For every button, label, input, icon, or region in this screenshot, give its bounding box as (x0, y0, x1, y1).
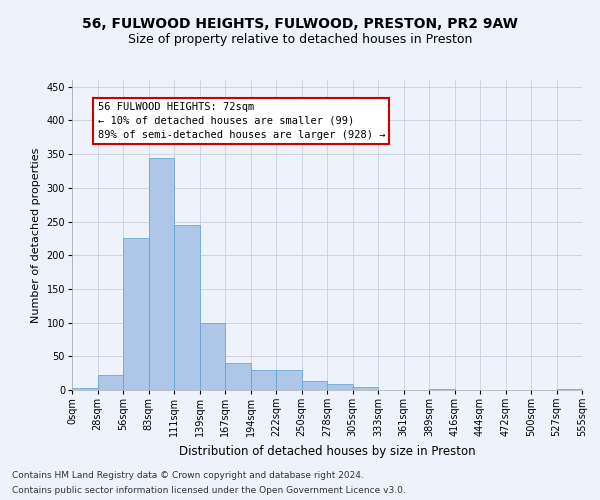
Text: 56, FULWOOD HEIGHTS, FULWOOD, PRESTON, PR2 9AW: 56, FULWOOD HEIGHTS, FULWOOD, PRESTON, P… (82, 18, 518, 32)
Bar (72, 388, 97, 390)
Bar (327, 384, 353, 390)
Bar (199, 322, 225, 390)
Text: Contains HM Land Registry data © Crown copyright and database right 2024.: Contains HM Land Registry data © Crown c… (12, 471, 364, 480)
Text: 56 FULWOOD HEIGHTS: 72sqm
← 10% of detached houses are smaller (99)
89% of semi-: 56 FULWOOD HEIGHTS: 72sqm ← 10% of detac… (97, 102, 385, 140)
Bar (251, 370, 276, 390)
Bar (225, 363, 251, 390)
Bar (353, 386, 378, 390)
Text: Size of property relative to detached houses in Preston: Size of property relative to detached ho… (128, 32, 472, 46)
Bar (149, 158, 174, 390)
X-axis label: Distribution of detached houses by size in Preston: Distribution of detached houses by size … (179, 445, 475, 458)
Text: Contains public sector information licensed under the Open Government Licence v3: Contains public sector information licen… (12, 486, 406, 495)
Bar (174, 225, 199, 390)
Bar (302, 381, 327, 390)
Bar (97, 374, 123, 390)
Bar (429, 388, 455, 390)
Y-axis label: Number of detached properties: Number of detached properties (31, 148, 41, 322)
Bar (276, 370, 302, 390)
Bar (123, 238, 149, 390)
